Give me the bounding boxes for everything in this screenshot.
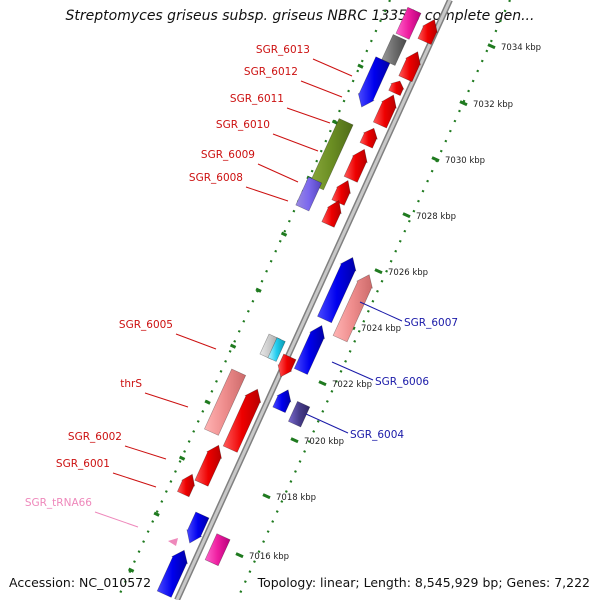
gene-arrow[interactable] (309, 118, 354, 191)
track-mark (128, 567, 135, 573)
topology-text: Topology: linear; Length: 8,545,929 bp; … (257, 575, 590, 590)
gene-arrow[interactable] (372, 94, 397, 129)
track-mark (153, 511, 160, 517)
leader-line (94, 511, 139, 528)
tick-label: 7020 kbp (304, 437, 344, 447)
track-mark (255, 287, 262, 293)
accession-text: Accession: NC_010572 (9, 575, 152, 590)
gene-label-right[interactable]: SGR_6004 (350, 429, 404, 441)
gene-arrow[interactable] (288, 401, 311, 428)
track-mark (204, 399, 211, 405)
gene-label-left[interactable]: SGR_6005 (119, 319, 173, 331)
gene-label-left[interactable]: SGR_6011 (230, 93, 284, 105)
leader-line (124, 445, 167, 460)
tick-label: 7026 kbp (388, 268, 428, 278)
tick-label: 7022 kbp (332, 380, 372, 390)
track-mark (357, 63, 364, 69)
gene-arrow[interactable] (293, 325, 325, 375)
gene-label-left[interactable]: SGR_6010 (216, 119, 270, 131)
tick-mark (431, 156, 440, 163)
gene-label-left[interactable]: SGR_6002 (68, 431, 122, 443)
gene-arrow[interactable] (277, 353, 297, 378)
gene-label-left[interactable]: thrS (120, 378, 142, 390)
gene-label-left[interactable]: SGR_tRNA66 (25, 497, 92, 509)
gene-label-left[interactable]: SGR_6009 (201, 149, 255, 161)
gene-arrow[interactable] (272, 389, 292, 413)
leader-line (331, 361, 374, 381)
tick-label: 7024 kbp (361, 324, 401, 334)
tick-mark (290, 437, 299, 444)
gene-label-left[interactable]: SGR_6001 (56, 458, 110, 470)
label-leaders (94, 58, 403, 528)
tick-mark (402, 212, 411, 219)
gene-label-right[interactable]: SGR_6006 (375, 376, 429, 388)
tick-label: 7034 kbp (501, 43, 541, 53)
gene-arrow[interactable] (204, 368, 247, 436)
kbp-ticks: 7034 kbp 7032 kbp 7030 kbp 7028 kbp 7026 kbp… (128, 43, 541, 573)
tick-label: 7016 kbp (249, 552, 289, 562)
trna-marker[interactable] (168, 538, 178, 546)
gene-arrow[interactable] (194, 444, 222, 487)
leader-line (144, 392, 189, 408)
leader-line (300, 80, 343, 98)
gene-arrow[interactable] (321, 200, 342, 228)
tick-label: 7030 kbp (445, 156, 485, 166)
leader-line (312, 58, 353, 77)
tick-mark (262, 493, 271, 500)
gene-label-right[interactable]: SGR_6007 (404, 317, 458, 329)
leader-line (257, 163, 299, 183)
gene-arrow[interactable] (398, 51, 421, 83)
gene-arrow[interactable] (343, 148, 368, 183)
track-mark (178, 455, 186, 461)
track-mark (331, 119, 339, 125)
tick-label: 7018 kbp (276, 493, 316, 503)
gene-arrow[interactable] (186, 511, 210, 544)
tick-mark (318, 380, 327, 387)
gene-arrow[interactable] (395, 6, 422, 40)
tick-mark (235, 552, 244, 559)
track-mark (229, 343, 237, 349)
gene-arrow[interactable] (359, 127, 378, 149)
gene-arrow[interactable] (204, 533, 231, 567)
gene-arrow[interactable] (331, 180, 351, 206)
gene-label-left[interactable]: SGR_6008 (189, 172, 243, 184)
tick-mark (459, 100, 468, 107)
leader-line (305, 413, 349, 434)
gene-arrow[interactable] (267, 337, 286, 362)
gene-labels[interactable]: SGR_6013 SGR_6012 SGR_6011 SGR_6010 SGR_6009… (25, 44, 458, 509)
leader-line (286, 107, 331, 124)
leader-line (175, 333, 217, 350)
gene-arrow[interactable] (317, 257, 357, 324)
gene-arrow[interactable] (357, 56, 391, 108)
gene-arrow[interactable] (388, 80, 405, 96)
leader-line (245, 186, 289, 202)
leader-line (272, 133, 319, 152)
backbone-highlight (175, 0, 452, 600)
tick-label: 7032 kbp (473, 100, 513, 110)
gene-arrow[interactable] (332, 274, 373, 343)
gene-label-left[interactable]: SGR_6012 (244, 66, 298, 78)
gene-arrow[interactable] (295, 176, 323, 212)
gene-features[interactable] (156, 6, 438, 598)
gene-arrow[interactable] (177, 473, 196, 498)
gene-arrow[interactable] (381, 34, 407, 66)
tick-label: 7028 kbp (416, 212, 456, 222)
gene-arrow[interactable] (222, 388, 262, 453)
track-mark (280, 231, 288, 237)
gene-arrow[interactable] (156, 549, 188, 598)
gene-arrow[interactable] (417, 19, 438, 45)
tick-mark (374, 268, 383, 275)
gene-label-left[interactable]: SGR_6013 (256, 44, 310, 56)
tick-mark (487, 43, 496, 50)
leader-line (359, 301, 403, 322)
leader-line (112, 472, 157, 488)
